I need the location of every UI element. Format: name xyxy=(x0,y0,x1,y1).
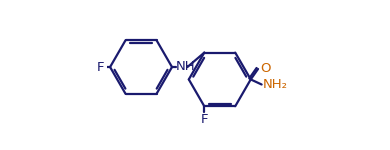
Text: F: F xyxy=(96,61,104,74)
Text: NH₂: NH₂ xyxy=(263,78,288,91)
Text: O: O xyxy=(260,62,270,75)
Text: NH: NH xyxy=(176,60,196,73)
Text: F: F xyxy=(200,113,208,126)
